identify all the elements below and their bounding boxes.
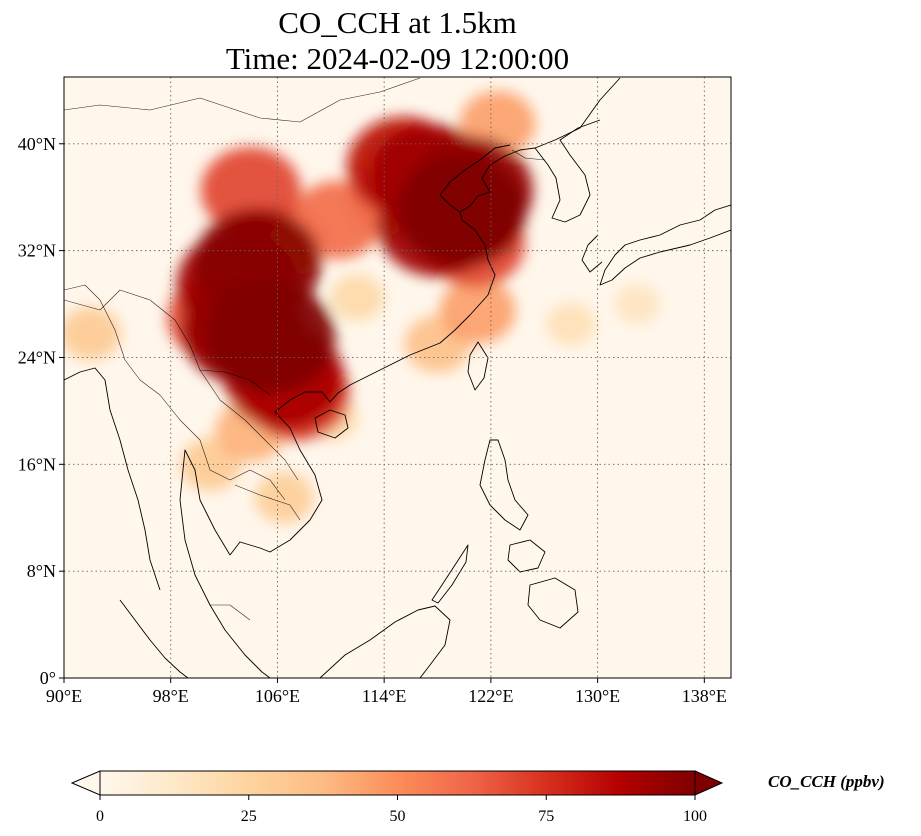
map-subtitle: Time: 2024-02-09 12:00:00 <box>225 41 570 76</box>
coastline-taiwan <box>467 341 489 391</box>
lon-tick-label-122: 122°E <box>468 686 513 706</box>
lon-tick-label-114: 114°E <box>362 686 407 706</box>
coastline-visayas <box>507 539 546 573</box>
colorbar-ticks: 0 25 50 75 100 <box>96 795 707 825</box>
coastline-korea <box>534 119 601 223</box>
axis-ticks: 90°E 98°E 106°E 114°E 122°E 130°E 138°E 0° 8°N 16… <box>18 134 727 706</box>
colorbar-title: CO_CCH (ppbv) <box>768 772 885 791</box>
plume-4 <box>254 471 314 524</box>
lon-tick-label-130: 130°E <box>575 686 620 706</box>
plume-1 <box>546 302 596 346</box>
lat-tick-label-24: 24°N <box>18 347 56 367</box>
border-india-myanmar <box>64 284 161 396</box>
border-korea <box>511 149 546 161</box>
coastline-indochina <box>179 449 271 678</box>
plume-13 <box>292 180 383 260</box>
lon-tick-label-106: 106°E <box>255 686 300 706</box>
border-cambodia <box>234 484 301 521</box>
colorbar-tick-label-75: 75 <box>538 808 554 825</box>
coastlines <box>64 77 731 678</box>
border-laos-vietnam <box>199 369 299 481</box>
lat-tick-label-40: 40°N <box>18 134 56 154</box>
plume-10 <box>439 277 516 344</box>
colorbar-tick-label-50: 50 <box>390 808 406 825</box>
coastline-borneo <box>319 605 451 678</box>
border-thailand <box>159 394 286 501</box>
gridlines <box>64 77 731 678</box>
plume-6 <box>64 306 122 361</box>
plume-26 <box>206 281 336 394</box>
lon-tick-label-138: 138°E <box>682 686 727 706</box>
lon-tick-label-90: 90°E <box>46 686 82 706</box>
coastline-luzon <box>479 439 529 531</box>
lat-tick-label-32: 32°N <box>18 241 56 261</box>
colorbar-tick-label-100: 100 <box>683 808 707 825</box>
colorbar-extend-min <box>70 770 101 796</box>
plume-2 <box>330 274 385 321</box>
coastline-myanmar <box>64 367 161 591</box>
coastline-japan <box>599 204 731 286</box>
coastline-mindanao <box>527 577 579 629</box>
coastline-kyushu <box>581 234 603 273</box>
colorbar-tick-label-0: 0 <box>96 808 104 825</box>
plume-27 <box>397 154 526 267</box>
coastline-hainan <box>314 409 349 439</box>
border-china-west <box>64 289 271 396</box>
lat-tick-label-8: 8°N <box>27 561 56 581</box>
map-title: CO_CCH at 1.5km <box>278 5 517 40</box>
colorbar-ramp <box>99 770 696 796</box>
lat-tick-label-0: 0° <box>40 668 56 688</box>
colorbar-extend-max <box>694 770 724 796</box>
plume-0 <box>614 283 661 325</box>
border-malaysia <box>210 604 251 621</box>
lon-tick-label-98: 98°E <box>153 686 189 706</box>
borders <box>64 77 546 621</box>
map-frame <box>63 76 732 679</box>
coastline-bohai <box>439 144 511 213</box>
colorbar-tick-label-25: 25 <box>241 808 257 825</box>
coastline-sumatra <box>119 599 189 678</box>
border-mongolia <box>64 77 421 123</box>
colorbar: 0 25 50 75 100 CO_CCH (ppbv) <box>70 770 885 825</box>
coastline-east-asia <box>229 77 621 556</box>
lat-tick-label-16: 16°N <box>18 454 56 474</box>
map-area <box>64 77 731 678</box>
coastline-palawan <box>431 544 469 604</box>
